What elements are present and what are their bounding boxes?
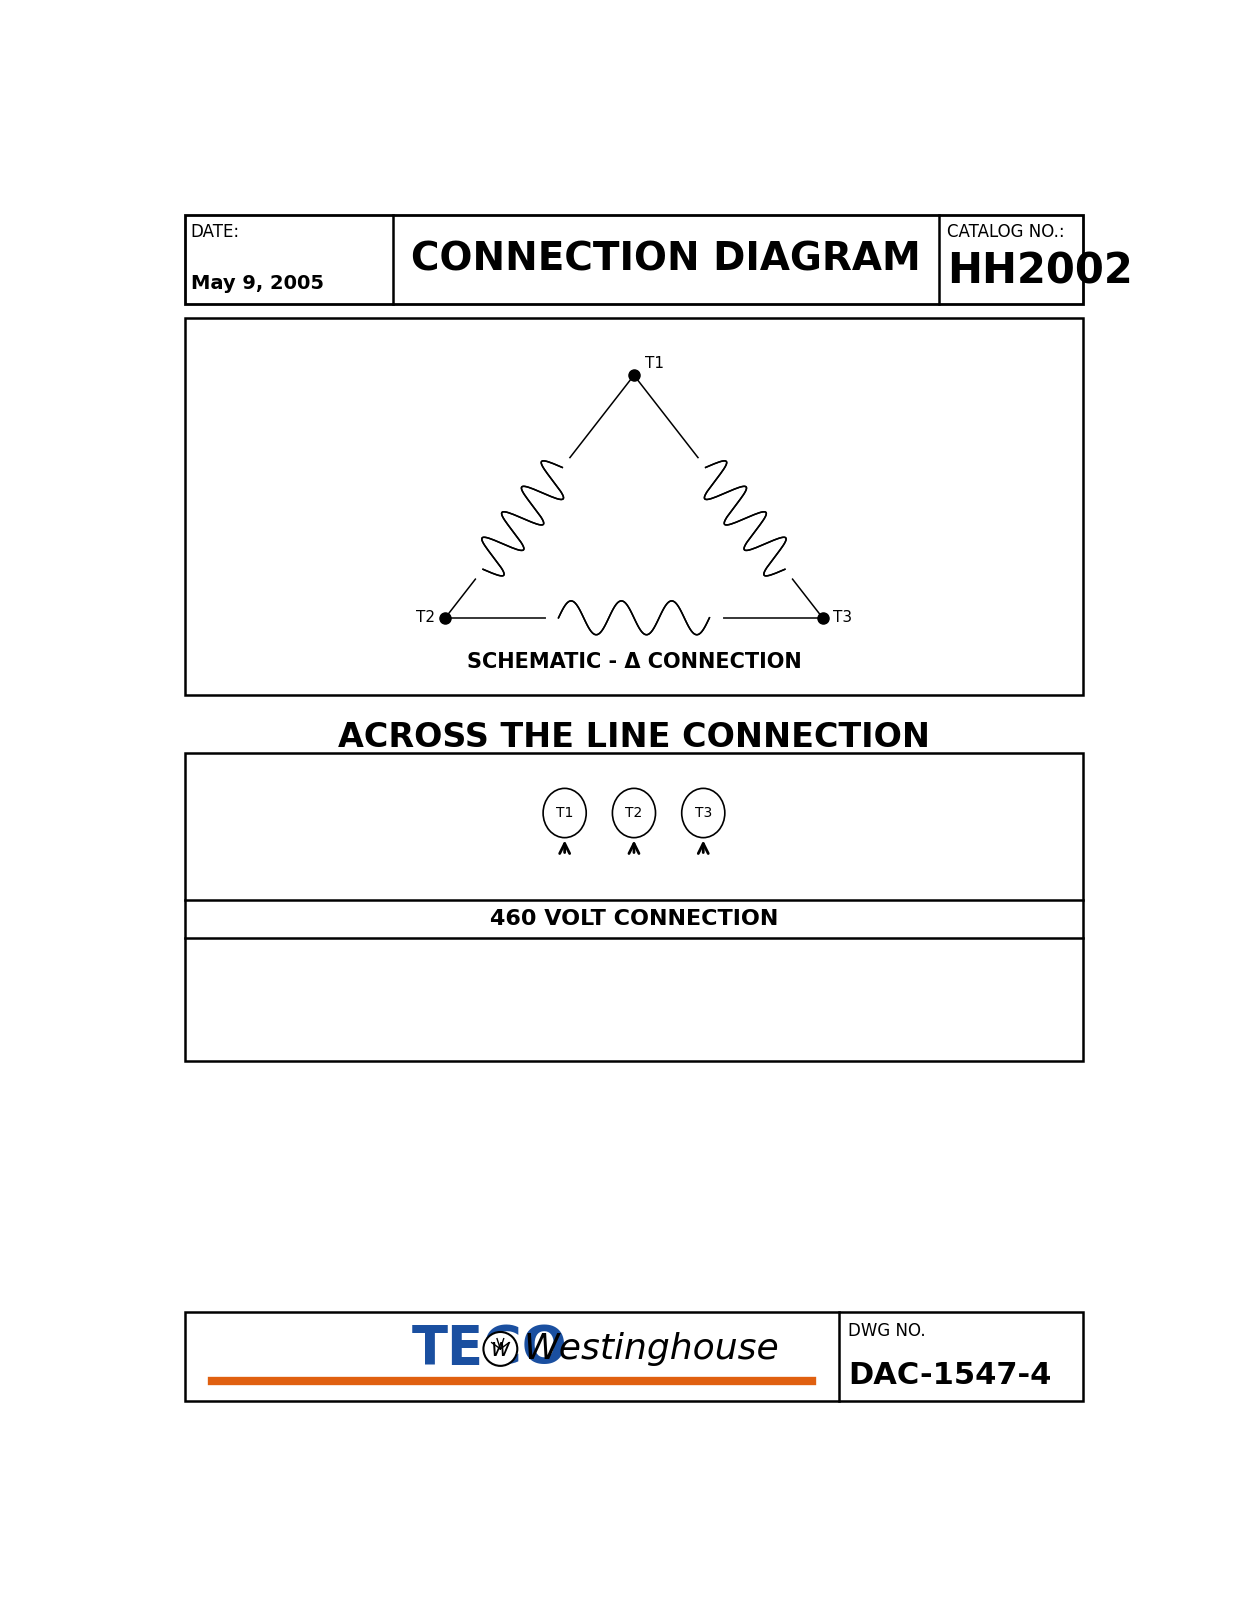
Text: T3: T3: [695, 806, 711, 821]
Text: w: w: [491, 1338, 510, 1362]
Text: T1: T1: [644, 355, 664, 371]
Text: DWG NO.: DWG NO.: [849, 1322, 927, 1339]
Text: DAC-1547-4: DAC-1547-4: [849, 1362, 1051, 1390]
Text: T2: T2: [626, 806, 642, 821]
Bar: [184, 317, 1084, 694]
Text: May 9, 2005: May 9, 2005: [190, 274, 324, 293]
Text: T1: T1: [555, 806, 574, 821]
Bar: [184, 754, 1084, 1061]
Circle shape: [484, 1331, 517, 1366]
Text: TECO: TECO: [412, 1323, 568, 1374]
Text: CATALOG NO.:: CATALOG NO.:: [948, 222, 1065, 240]
Text: CONNECTION DIAGRAM: CONNECTION DIAGRAM: [411, 240, 920, 278]
Text: Westinghouse: Westinghouse: [523, 1331, 779, 1366]
Text: T2: T2: [416, 610, 434, 626]
Text: 460 VOLT CONNECTION: 460 VOLT CONNECTION: [490, 909, 778, 930]
Text: HH2002: HH2002: [948, 251, 1133, 293]
Bar: [184, 1312, 1084, 1402]
Bar: [184, 214, 1084, 304]
Text: ACROSS THE LINE CONNECTION: ACROSS THE LINE CONNECTION: [338, 722, 930, 755]
Text: DATE:: DATE:: [190, 222, 240, 240]
Text: T3: T3: [834, 610, 852, 626]
Text: SCHEMATIC - Δ CONNECTION: SCHEMATIC - Δ CONNECTION: [466, 653, 802, 672]
